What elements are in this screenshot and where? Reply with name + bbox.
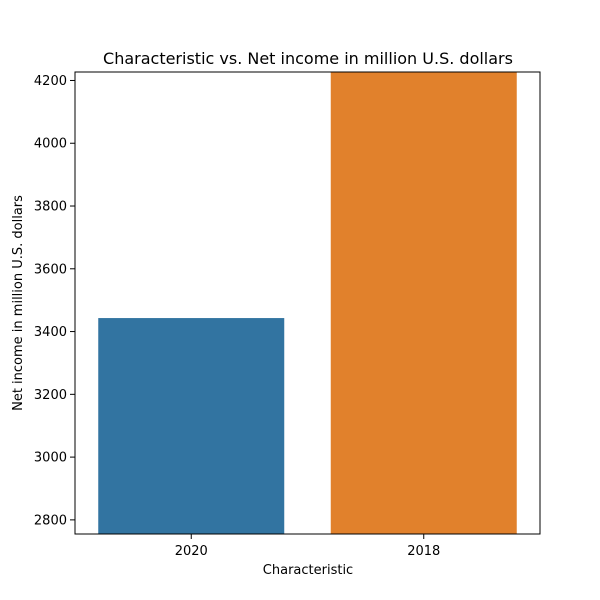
- y-axis: 2800 3000 3200 3400 3600 3800 4000 4200: [34, 74, 75, 528]
- y-axis-label: Net income in million U.S. dollars: [11, 195, 26, 411]
- y-tick-label-3800: 3800: [34, 200, 67, 215]
- plot-frame: [74, 71, 541, 535]
- bar-2020: [98, 318, 285, 534]
- x-axis: 2020 2018: [175, 534, 440, 559]
- y-tick-label-2800: 2800: [34, 513, 67, 528]
- x-tick-label-2018: 2018: [407, 544, 440, 559]
- bar-2018: [330, 72, 517, 534]
- y-tick-label-3600: 3600: [34, 262, 67, 277]
- x-tick-label-2020: 2020: [175, 544, 208, 559]
- y-tick-label-3400: 3400: [34, 325, 67, 340]
- y-tick-label-4000: 4000: [34, 137, 67, 152]
- y-tick-label-3000: 3000: [34, 451, 67, 466]
- y-tick-label-3200: 3200: [34, 388, 67, 403]
- bars-group: [98, 72, 517, 534]
- y-tick-label-4200: 4200: [34, 74, 67, 89]
- chart-title: Characteristic vs. Net income in million…: [103, 49, 513, 68]
- x-axis-label: Characteristic: [263, 563, 353, 578]
